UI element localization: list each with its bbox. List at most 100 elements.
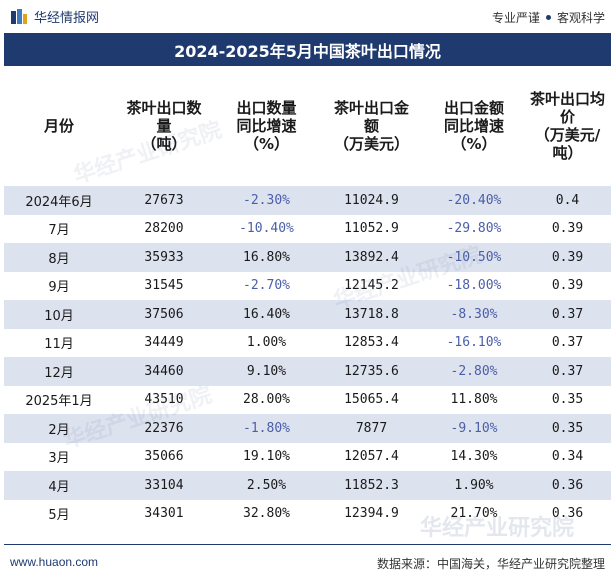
slogan-left: 专业严谨 [491,11,540,25]
header-export-amount: 茶叶出口金 额 （万美元） [333,99,409,153]
cell-amount-yoy: -20.40% [446,192,502,208]
cell-month: 2024年6月 [25,194,93,210]
cell-quantity-yoy: 16.40% [243,306,290,322]
cell-export-quantity: 37506 [144,306,184,322]
cell-export-quantity: 43510 [144,392,184,408]
cell-export-quantity: 33104 [144,477,184,493]
cell-amount-yoy: -10.50% [446,249,502,265]
cell-export-amount: 12057.4 [344,449,399,465]
table-title: 2024-2025年5月中国茶叶出口情况 [4,33,611,66]
cell-export-quantity: 34449 [144,335,184,351]
cell-quantity-yoy: 9.10% [246,363,287,379]
table-row: 2月 22376 -1.80% 7877 -9.10% 0.35 [4,414,611,443]
cell-export-quantity: 27673 [144,192,184,208]
cell-export-amount: 11024.9 [344,192,399,208]
cell-export-quantity: 28200 [144,221,184,237]
cell-export-quantity: 34460 [144,363,184,379]
cell-export-amount: 7877 [355,420,388,436]
cell-quantity-yoy: 1.00% [246,335,287,351]
cell-amount-yoy: 11.80% [450,392,498,408]
cell-amount-yoy: -16.10% [446,335,502,351]
top-bar: 华经情报网 专业严谨 客观科学 [0,0,615,33]
cell-quantity-yoy: -10.40% [239,221,294,237]
cell-average-price: 0.36 [551,506,584,522]
cell-month: 11月 [44,337,74,353]
cell-month: 12月 [44,365,74,381]
cell-amount-yoy: -8.30% [450,306,498,322]
footer-divider [4,544,611,545]
cell-average-price: 0.36 [551,477,584,493]
cell-quantity-yoy: 16.80% [243,249,290,265]
cell-average-price: 0.39 [551,278,584,294]
cell-amount-yoy: -29.80% [446,221,502,237]
cell-average-price: 0.37 [551,363,584,379]
cell-month: 5月 [48,508,70,524]
table-row: 10月 37506 16.40% 13718.8 -8.30% 0.37 [4,300,611,329]
table-row: 3月 35066 19.10% 12057.4 14.30% 0.34 [4,442,611,471]
cell-export-amount: 12853.4 [344,335,399,351]
footer-source: 数据来源：中国海关，华经产业研究院整理 [376,557,605,571]
cell-export-quantity: 35933 [144,249,184,265]
brand-name: 华经情报网 [34,11,100,26]
cell-average-price: 0.35 [551,420,584,436]
slogan-right: 客观科学 [556,11,605,25]
table-row: 2024年6月 27673 -2.30% 11024.9 -20.40% 0.4 [4,186,611,215]
cell-average-price: 0.39 [551,221,584,237]
cell-average-price: 0.37 [551,335,584,351]
cell-quantity-yoy: 32.80% [243,506,290,522]
cell-export-amount: 12735.6 [344,363,399,379]
cell-average-price: 0.34 [551,449,584,465]
header-quantity-yoy: 出口数量 同比增速 （%） [236,99,297,153]
cell-month: 4月 [48,479,70,495]
cell-export-amount: 13718.8 [344,306,399,322]
cell-quantity-yoy: 2.50% [246,477,287,493]
cell-quantity-yoy: 19.10% [243,449,290,465]
header-average-price: 茶叶出口均 价 （万美元/ 吨） [529,90,605,162]
cell-export-amount: 11052.9 [344,221,399,237]
header-amount-yoy: 出口金额 同比增速 （%） [443,99,504,153]
slogan: 专业严谨 客观科学 [492,9,605,26]
footer-website-link[interactable]: www.huaon.com [10,555,99,569]
cell-amount-yoy: -18.00% [446,278,502,294]
table-row: 4月 33104 2.50% 11852.3 1.90% 0.36 [4,471,611,500]
footer: www.huaon.com 数据来源：中国海关，华经产业研究院整理 [0,546,615,580]
table-row: 5月 34301 32.80% 12394.9 21.70% 0.36 [4,499,611,528]
cell-quantity-yoy: -2.70% [243,278,290,294]
cell-export-amount: 15065.4 [344,392,399,408]
cell-amount-yoy: -2.80% [450,363,498,379]
cell-average-price: 0.37 [551,306,584,322]
cell-amount-yoy: 1.90% [454,477,494,493]
cell-month: 2月 [48,422,70,438]
brand[interactable]: 华经情报网 [10,7,99,26]
table-header: 月份 茶叶出口数 量 （吨） 出口数量 同比增速 （%） 茶叶出口金 额 （万美… [4,66,611,186]
table-body: 2024年6月 27673 -2.30% 11024.9 -20.40% 0.4 7月 282… [4,186,611,528]
cell-month: 9月 [48,280,70,296]
table-row: 12月 34460 9.10% 12735.6 -2.80% 0.37 [4,357,611,386]
cell-amount-yoy: 14.30% [450,449,498,465]
cell-amount-yoy: 21.70% [450,506,498,522]
cell-month: 3月 [48,451,70,467]
cell-average-price: 0.35 [551,392,584,408]
cell-average-price: 0.39 [551,249,584,265]
cell-month: 8月 [48,251,70,267]
cell-month: 10月 [44,308,74,324]
separator-dot-icon [545,15,551,20]
table-row: 11月 34449 1.00% 12853.4 -16.10% 0.37 [4,328,611,357]
cell-quantity-yoy: -2.30% [243,192,290,208]
cell-month: 7月 [48,223,70,239]
header-month: 月份 [43,117,74,135]
cell-export-amount: 12145.2 [344,278,399,294]
brand-logo-icon [10,8,28,26]
cell-export-quantity: 35066 [144,449,184,465]
table-row: 9月 31545 -2.70% 12145.2 -18.00% 0.39 [4,271,611,300]
cell-export-quantity: 34301 [144,506,184,522]
cell-quantity-yoy: 28.00% [243,392,290,408]
cell-export-quantity: 22376 [144,420,184,436]
cell-quantity-yoy: -1.80% [243,420,290,436]
cell-amount-yoy: -9.10% [450,420,498,436]
header-export-quantity: 茶叶出口数 量 （吨） [126,99,202,153]
cell-average-price: 0.4 [555,192,580,208]
table-row: 7月 28200 -10.40% 11052.9 -29.80% 0.39 [4,214,611,243]
table-row: 8月 35933 16.80% 13892.4 -10.50% 0.39 [4,243,611,272]
cell-export-quantity: 31545 [144,278,184,294]
